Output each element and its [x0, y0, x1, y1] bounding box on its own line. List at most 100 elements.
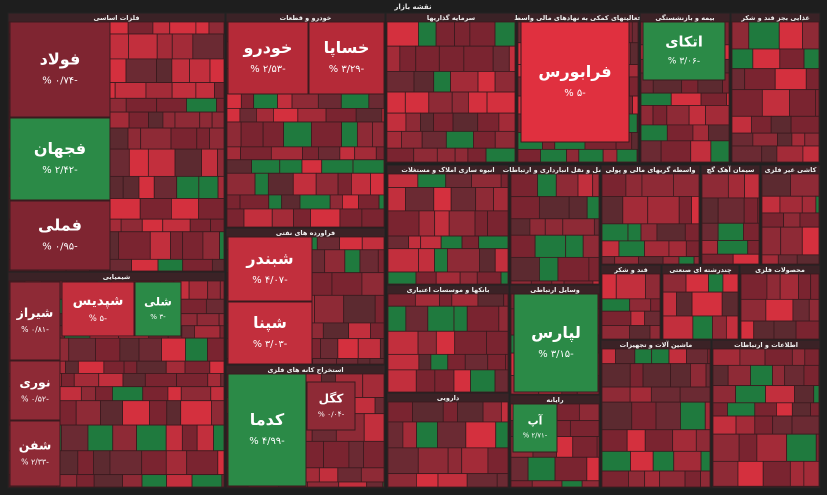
tile-filler [602, 148, 618, 163]
sector: محصولات فلزی [739, 264, 821, 341]
tile-filler [226, 93, 242, 109]
tile-filler [387, 187, 406, 212]
tile-filler [122, 474, 143, 488]
tile-filler [802, 21, 820, 50]
tile-filler [271, 208, 294, 228]
tile-filler [273, 107, 299, 123]
stock-tile [520, 21, 630, 143]
tile-filler [362, 373, 385, 398]
tile-filler [668, 348, 687, 365]
sector-label: بانکها و موسسات اعتباری [407, 286, 490, 294]
tile-filler [616, 148, 638, 163]
tile-filler [712, 433, 740, 462]
tile-filler [207, 280, 221, 300]
tile-filler [676, 291, 693, 317]
stock-change: -۰/۰۴ % [318, 409, 345, 418]
tile-filler [73, 373, 100, 388]
tile-filler [666, 124, 694, 142]
tile-filler [268, 194, 283, 210]
tile-filler [629, 363, 644, 388]
tile-filler [495, 421, 509, 449]
tile-filler [198, 175, 219, 199]
tile-filler [181, 424, 198, 452]
sector: حمل و نقل انبارداری و ارتباطات [503, 164, 608, 286]
tile-filler [510, 256, 540, 282]
tile-filler [731, 145, 763, 163]
tile-filler [692, 315, 713, 340]
tile-filler [386, 91, 406, 114]
tile-filler [311, 272, 333, 296]
tile-filler [387, 305, 407, 332]
tile-filler [122, 373, 146, 388]
tile-filler [485, 147, 516, 163]
tile-filler [221, 474, 225, 488]
sector-label: حمل و نقل انبارداری و ارتباطات [503, 166, 608, 174]
tile-filler [292, 172, 317, 196]
tile-filler [779, 195, 803, 214]
tile-filler [503, 293, 509, 307]
tile-filler [770, 115, 792, 134]
tile-filler [325, 107, 357, 123]
tile-filler [256, 107, 274, 123]
tile-filler [180, 386, 212, 402]
tile-filler [494, 248, 509, 273]
tile-filler [778, 21, 804, 50]
tile-filler [660, 140, 692, 163]
tile-filler [417, 330, 437, 355]
tile-filler [344, 249, 361, 274]
tile-filler [652, 105, 668, 126]
tile-filler [690, 140, 712, 163]
tile-filler [601, 240, 620, 258]
tile-filler [219, 325, 225, 339]
tile-filler [717, 240, 749, 255]
tile-filler [348, 440, 364, 469]
tile-filler [436, 147, 456, 163]
tile-filler [98, 373, 124, 388]
tile-filler [180, 298, 207, 315]
tile-filler [592, 173, 600, 198]
tile-filler [216, 97, 225, 113]
tile-filler [735, 415, 756, 435]
sector: واسطه گریهای مالی و پولی [600, 164, 701, 266]
tile-filler [387, 293, 416, 307]
tile-filler [318, 467, 339, 483]
tile-filler [68, 337, 96, 362]
tile-filler [786, 433, 817, 462]
tile-filler [494, 71, 516, 93]
tile-filler [601, 310, 632, 326]
tile-filler [712, 460, 739, 487]
tile-filler [202, 231, 220, 260]
stock-change: -۵ % [564, 88, 586, 99]
tile-filler [486, 330, 509, 355]
tile-filler [416, 473, 439, 488]
tile-filler [743, 222, 760, 241]
tile-filler [374, 397, 385, 415]
sector: بیمه و بازنشستگی اتکای -۳/۰۶ % [639, 12, 731, 164]
tile-filler [402, 421, 417, 449]
tile-filler [430, 353, 449, 371]
tile-filler [421, 130, 447, 149]
tile-filler [387, 210, 420, 237]
tile-filler [368, 93, 385, 109]
tile-filler [310, 249, 326, 274]
stock-symbol: خودرو [243, 38, 293, 57]
tile-filler [712, 385, 737, 404]
stock-tile [227, 373, 307, 487]
stock-change: -۳/۲۹ % [329, 64, 365, 75]
tile-filler [540, 148, 568, 163]
tile-filler [182, 231, 204, 260]
tile-filler [493, 187, 509, 212]
tile-filler [640, 124, 668, 142]
tile-filler [442, 401, 458, 423]
tile-filler [486, 91, 516, 114]
tile-filler [686, 348, 709, 365]
sector-label: قند و شکر [613, 266, 647, 274]
tile-filler [262, 121, 285, 148]
tile-filler [281, 194, 301, 210]
tile-filler [688, 105, 706, 126]
tile-filler [433, 112, 454, 132]
tile-filler [363, 440, 385, 469]
tile-filler [655, 401, 681, 431]
tile-filler [691, 196, 700, 225]
tile-filler [693, 256, 700, 265]
